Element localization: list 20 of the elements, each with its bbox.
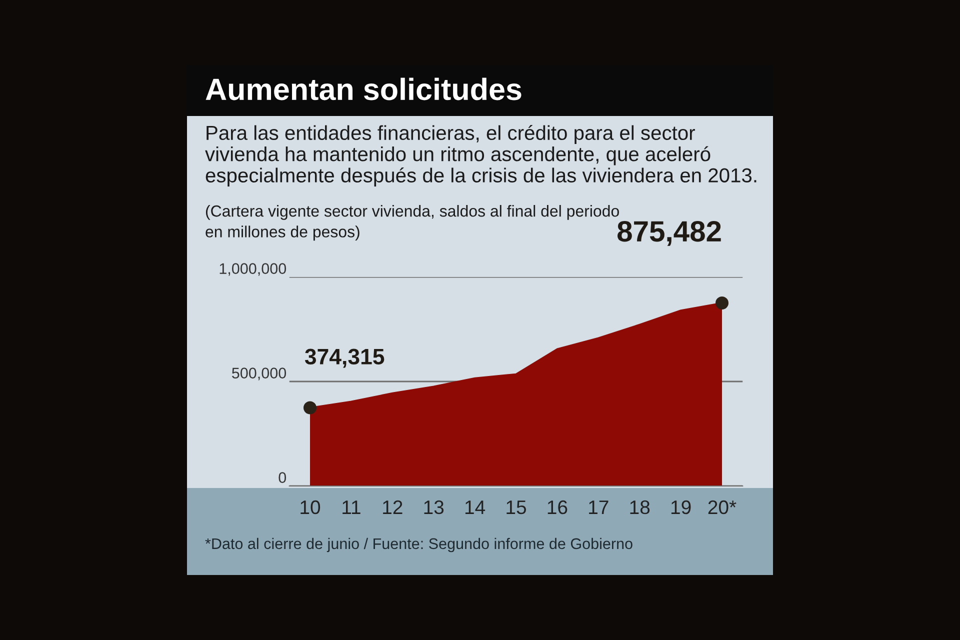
x-tick-label: 11 xyxy=(342,500,360,514)
chart-title: Aumentan solicitudes xyxy=(206,78,522,100)
x-tick-label: 14 xyxy=(465,500,486,514)
x-tick-label: 16 xyxy=(548,500,568,514)
text: *Dato al cierre de junio / Fuente: Segundo informe de Gobierno xyxy=(205,538,632,552)
x-tick-label: 17 xyxy=(589,500,608,514)
y-tick-label: 1,000,000 xyxy=(220,263,286,276)
chart-subtitle: Para las entidades financieras, el crédito para el sector vivienda ha mantenido un ritmo ascendente, que aceleró especialmente después de la crisis de las viviendera en 2013. xyxy=(205,125,756,186)
x-tick-label: 12 xyxy=(383,500,402,514)
x-tick-label: 13 xyxy=(424,500,444,514)
annotation: 374,315 xyxy=(304,348,384,368)
x-tick-label: 15 xyxy=(506,500,526,514)
x-tick-label: 18 xyxy=(630,500,650,514)
annotation: 875,482 xyxy=(618,221,721,246)
y-tick-label: 500,000 xyxy=(232,368,286,380)
y-axis-title: (Cartera vigente sector vivienda, saldos al final del periodo en millones de pesos) xyxy=(206,205,619,241)
x-tick-label: 20* xyxy=(708,500,736,514)
x-tick-label: 19 xyxy=(671,500,691,514)
y-tick-label: 0 xyxy=(278,472,286,483)
x-tick-label: 10 xyxy=(300,500,320,514)
